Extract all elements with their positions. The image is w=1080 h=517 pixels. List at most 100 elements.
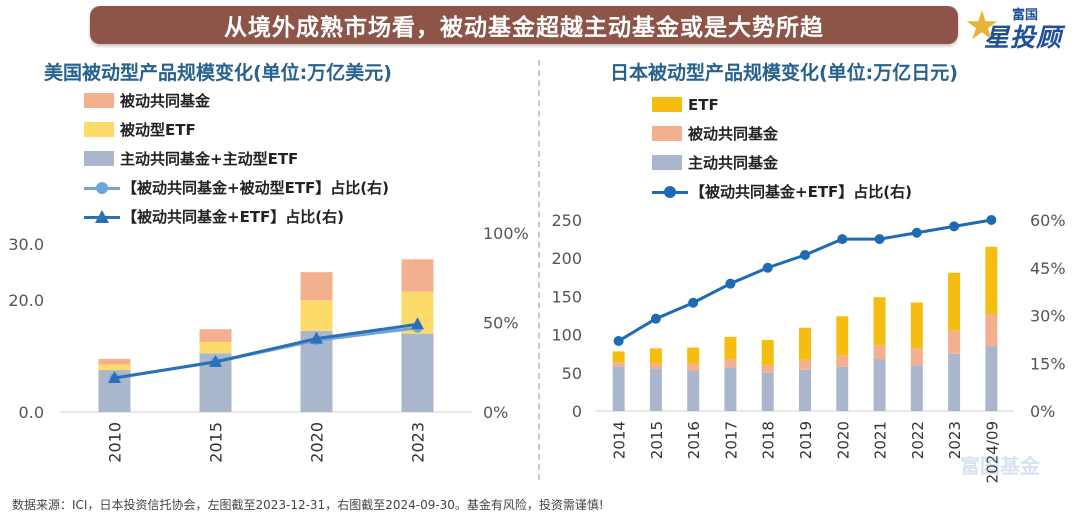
legend-label: 【被动共同基金+被动型ETF】占比(右)	[122, 179, 390, 197]
bar-segment	[649, 368, 662, 411]
bar-segment	[199, 342, 232, 354]
bar-segment	[799, 359, 811, 370]
x-tick-label: 2023	[946, 421, 964, 459]
line-point	[209, 354, 222, 367]
y-right-tick-label: 30%	[1030, 307, 1066, 326]
x-tick-label: 2019	[797, 421, 815, 459]
legend-swatch	[84, 93, 114, 108]
legend-item: ETF	[652, 90, 912, 119]
x-tick-label: 2020	[834, 421, 852, 459]
bar-segment	[612, 351, 625, 363]
line-point	[762, 262, 773, 273]
legend-item: 主动共同基金	[652, 148, 912, 177]
bar-segment	[300, 272, 333, 301]
footnote: 数据来源：ICI，日本投资信托协会，左图截至2023-12-31，右图截至202…	[12, 498, 604, 512]
line-point	[874, 234, 885, 245]
bar-segment	[910, 302, 923, 349]
bar-segment	[401, 333, 434, 412]
bar-segment	[199, 329, 232, 343]
bar-segment	[948, 330, 961, 354]
bar-segment	[687, 363, 700, 371]
legend-swatch	[652, 155, 682, 170]
bar-segment	[799, 369, 811, 411]
bar-segment	[687, 370, 700, 411]
bar-segment	[649, 363, 662, 369]
line-point	[986, 215, 997, 225]
brand-logo: ★ 富国 星投顾	[962, 2, 1074, 54]
bar-segment	[910, 365, 923, 411]
line-series	[617, 218, 992, 343]
bar-segment	[761, 365, 774, 373]
line-point	[411, 317, 424, 330]
x-tick-label: 2020	[308, 422, 327, 463]
line-point	[949, 221, 960, 232]
y-right-tick-label: 0%	[483, 403, 508, 422]
bar-segment	[948, 272, 961, 331]
y-left-tick-label: 0.0	[19, 403, 44, 422]
line-point	[911, 227, 922, 238]
line-point	[310, 331, 323, 344]
x-tick-label: 2015	[648, 421, 666, 459]
y-left-tick-label: 0	[572, 402, 582, 421]
legend-line-circle	[652, 184, 688, 200]
legend-label: 主动共同基金+主动型ETF	[120, 150, 299, 168]
x-tick-label: 2022	[909, 421, 927, 459]
x-tick-label: 2024/09	[983, 421, 1001, 483]
legend-label: 被动共同基金	[688, 125, 779, 143]
y-right-tick-label: 50%	[483, 314, 519, 333]
bar-segment	[948, 353, 961, 411]
legend-item: 被动共同基金	[652, 119, 912, 148]
divider	[538, 60, 540, 480]
bar-segment	[401, 259, 434, 292]
logo-top-text: 富国	[1012, 8, 1039, 23]
us-legend: 被动共同基金 被动型ETF 主动共同基金+主动型ETF 【被动共同基金+被动型E…	[84, 86, 389, 231]
banner-title: 从境外成熟市场看，被动基金超越主动基金或是大势所趋	[224, 15, 824, 41]
y-right-tick-label: 60%	[1030, 211, 1066, 230]
bar-segment	[836, 355, 849, 367]
x-tick-label: 2023	[409, 422, 428, 463]
bar-segment	[724, 359, 737, 368]
legend-swatch	[84, 151, 114, 166]
jp-legend: ETF 被动共同基金 主动共同基金 【被动共同基金+ETF】占比(右)	[652, 90, 912, 206]
legend-line-circle	[84, 180, 120, 196]
us-chart: 0.0 20.0 30.0 0% 50% 100% 2010 2015 2020 2023	[8, 224, 529, 463]
y-right-tick-label: 0%	[1030, 402, 1055, 421]
bar-segment	[612, 362, 625, 367]
legend-item: 【被动共同基金+被动型ETF】占比(右)	[84, 173, 389, 202]
bar-segment	[873, 345, 886, 360]
legend-label: 被动型ETF	[120, 121, 196, 139]
legend-item: 【被动共同基金+ETF】占比(右)	[84, 202, 389, 231]
bar-segment	[761, 372, 774, 411]
legend-label: ETF	[688, 95, 719, 114]
x-tick-label: 2021	[872, 421, 890, 459]
jp-chart: 0 50 100 150 200 250 0% 15% 30% 45% 60% 2014 2015 201…	[551, 211, 1066, 483]
legend-label: 被动共同基金	[120, 92, 211, 110]
line-point	[650, 313, 661, 324]
legend-label: 【被动共同基金+ETF】占比(右)	[690, 183, 913, 201]
x-tick-label: 2014	[611, 421, 629, 459]
line-point	[108, 370, 121, 383]
legend-item: 被动共同基金	[84, 86, 389, 115]
legend-item: 主动共同基金+主动型ETF	[84, 144, 389, 173]
y-left-tick-label: 100	[551, 326, 582, 345]
y-left-tick-label: 30.0	[8, 235, 44, 254]
legend-label: 【被动共同基金+ETF】占比(右)	[122, 208, 345, 226]
bar-segment	[836, 316, 849, 356]
bar-segment	[873, 297, 886, 346]
bar-segment	[836, 366, 849, 411]
line-series	[114, 322, 418, 380]
y-right-tick-label: 15%	[1030, 354, 1066, 373]
y-right-tick-label: 100%	[483, 224, 529, 243]
x-tick-label: 2010	[106, 422, 125, 463]
bar-segment	[985, 246, 998, 314]
x-tick-label: 2017	[722, 421, 740, 459]
line-point	[688, 297, 699, 308]
line-point	[725, 278, 736, 289]
y-left-tick-label: 50	[562, 364, 582, 383]
legend-swatch	[652, 97, 682, 112]
y-left-tick-label: 20.0	[8, 291, 44, 310]
watermark-text: 富国基金	[960, 454, 1040, 478]
x-tick-label: 2016	[685, 421, 703, 459]
bar-segment	[98, 364, 131, 371]
y-right-tick-label: 45%	[1030, 259, 1066, 278]
